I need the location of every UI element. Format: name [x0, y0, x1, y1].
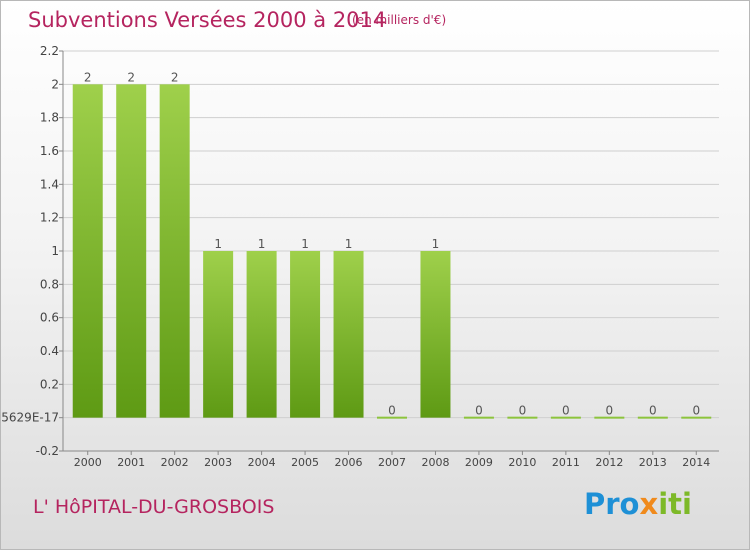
data-label: 1	[301, 237, 309, 251]
logo-part-2: x	[639, 487, 659, 521]
bar	[290, 251, 321, 418]
bar	[333, 251, 364, 418]
y-tick-label: 0.4	[40, 344, 59, 358]
proxiti-logo: Proxiti	[584, 487, 692, 521]
data-labels: 2 2 2 1 1 1 1 0 1 0 0 0 0 0 0	[84, 70, 700, 417]
y-tick-label: 1.8	[40, 111, 59, 125]
bar	[550, 416, 581, 419]
data-label: 1	[258, 237, 266, 251]
x-tick-label: 2004	[248, 456, 276, 469]
y-tick-label: 2.2	[40, 44, 59, 58]
x-tick-label: 2013	[639, 456, 667, 469]
x-tick-label: 2010	[508, 456, 536, 469]
data-label: 0	[692, 404, 700, 418]
bar	[159, 84, 190, 418]
x-tick-label: 2008	[421, 456, 449, 469]
bar	[507, 416, 538, 419]
bar	[203, 251, 234, 418]
bar	[637, 416, 668, 419]
x-tick-label: 2005	[291, 456, 319, 469]
y-tick-label: 1.4	[40, 177, 59, 191]
bar	[72, 84, 103, 418]
x-tick-label: 2007	[378, 456, 406, 469]
y-tick-labels: -0.2 -1.15629E-17 0.2 0.4 0.6 0.8 1 1.2 1.4 1.6 1.…	[1, 44, 59, 458]
data-label: 2	[127, 70, 135, 84]
y-tick-label: 1.6	[40, 144, 59, 158]
y-tick-label: 0.2	[40, 377, 59, 391]
logo-part-3: iti	[658, 487, 692, 521]
x-tick-label: 2001	[117, 456, 145, 469]
bar	[463, 416, 494, 419]
bar	[594, 416, 625, 419]
x-tick-label: 2014	[682, 456, 710, 469]
bar	[681, 416, 712, 419]
chart-subtitle: (en milliers d'€)	[352, 13, 447, 27]
x-tick-label: 2012	[595, 456, 623, 469]
data-label: 0	[519, 404, 527, 418]
data-label: 0	[649, 404, 657, 418]
y-tick-label: 2	[51, 77, 59, 91]
x-tick-label: 2002	[161, 456, 189, 469]
data-label: 0	[388, 404, 396, 418]
bar	[377, 416, 407, 419]
y-tick-label: -0.2	[36, 444, 59, 458]
data-label: 1	[214, 237, 222, 251]
y-tick-label: 1	[51, 244, 59, 258]
bar	[420, 251, 451, 418]
data-label: 0	[606, 404, 614, 418]
x-tick-label: 2006	[335, 456, 363, 469]
bar-chart: 2 2 2 1 1 1 1 0 1 0 0 0 0 0 0 -0.2 -1.15629E-17 0.2 0.4 0.…	[1, 44, 719, 469]
y-tick-label: 0.8	[40, 277, 59, 291]
bar	[246, 251, 277, 418]
y-tick-label: 0.6	[40, 311, 59, 325]
x-tick-labels: 2000 2001 2002 2003 2004 2005 2006 2007 2008 2009…	[74, 456, 711, 469]
bar	[116, 84, 147, 418]
data-label: 1	[345, 237, 353, 251]
x-tick-label: 2003	[204, 456, 232, 469]
data-label: 0	[475, 404, 483, 418]
axes	[59, 50, 719, 455]
data-label: 0	[562, 404, 570, 418]
bars	[72, 84, 712, 419]
logo-part-1: Pro	[584, 487, 640, 521]
data-label: 2	[171, 70, 179, 84]
chart-title: Subventions Versées 2000 à 2014	[28, 8, 387, 32]
commune-name: L' HôPITAL-DU-GROSBOIS	[33, 496, 275, 518]
data-label: 2	[84, 70, 92, 84]
y-tick-label: 1.2	[40, 211, 59, 225]
x-tick-label: 2011	[552, 456, 580, 469]
data-label: 1	[432, 237, 440, 251]
y-tick-label: -1.15629E-17	[1, 411, 59, 425]
x-tick-label: 2009	[465, 456, 493, 469]
x-tick-label: 2000	[74, 456, 102, 469]
